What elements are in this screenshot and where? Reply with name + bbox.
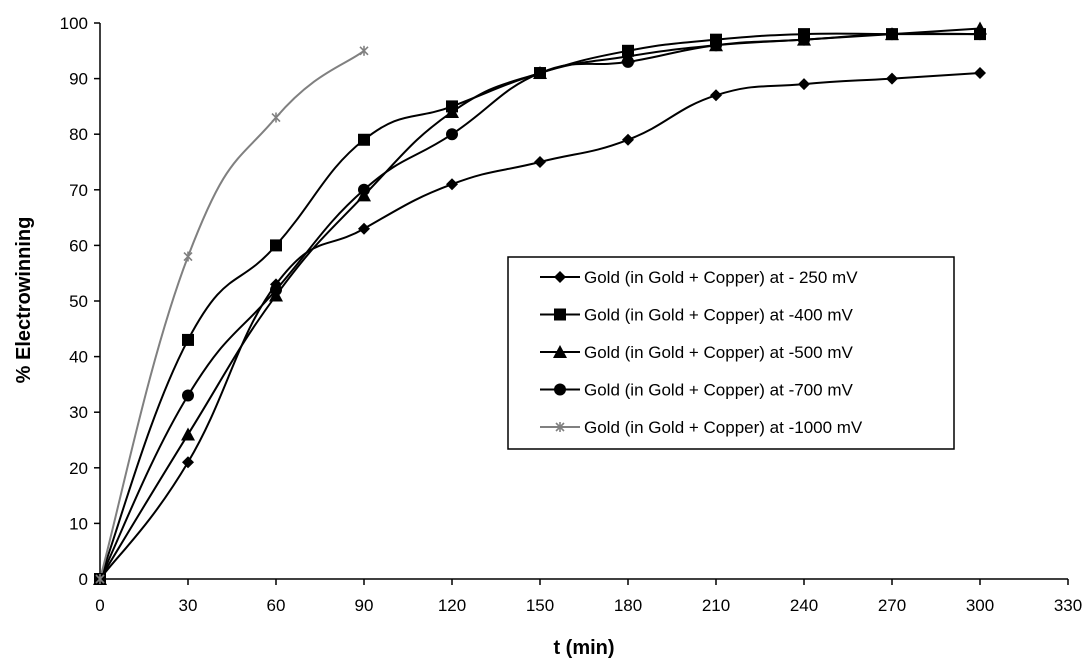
legend-marker-4 [554,383,566,396]
series-5-point [359,45,369,56]
series-1-point [886,72,898,85]
series-4-point [446,128,458,141]
series-3-point [181,427,195,441]
legend-label-5: Gold (in Gold + Copper) at -1000 mV [584,418,863,437]
x-tick-label: 270 [878,596,906,615]
series-4-point [534,67,546,80]
axes: 0 30 60 90 120 150 180 210 240 270 300 330 0 10 20 30 40… [60,14,1083,615]
y-tick-label: 50 [69,292,88,311]
series-line-1 [99,72,981,580]
x-tick-label: 300 [966,596,994,615]
series-1-point [710,89,722,102]
series-1-point [358,222,370,235]
series-5-point [183,251,193,262]
series-2-point [358,133,370,146]
legend-marker-3 [553,345,567,358]
series-1-point [446,178,458,191]
series-4-point [886,28,898,41]
legend-marker-5 [555,422,565,432]
series-line-5 [99,50,365,580]
legend-label-1: Gold (in Gold + Copper) at - 250 mV [584,268,858,287]
y-tick-label: 10 [69,514,88,533]
series-1-point [622,133,634,146]
x-tick-label: 30 [179,596,198,615]
series-4-point [710,39,722,52]
legend-label-2: Gold (in Gold + Copper) at -400 mV [584,306,853,325]
series-line-4 [99,32,981,580]
y-axis-title: % Electrowinning [13,217,35,384]
series-1-point [182,456,194,469]
x-tick-label: 150 [526,596,554,615]
series-4-point [182,389,194,402]
legend-marker-2 [554,308,566,321]
y-tick-label: 80 [69,125,88,144]
series-2-point [182,333,194,346]
x-tick-label: 330 [1054,596,1082,615]
series-3-point [445,104,459,118]
legend-marker-1 [554,271,566,283]
series-1-point [798,78,810,91]
y-tick-label: 60 [69,236,88,255]
series-1-point [534,156,546,168]
x-tick-label: 120 [438,596,466,615]
series-5-point [95,574,105,584]
y-tick-label: 30 [69,403,88,422]
x-tick-label: 210 [702,596,730,615]
x-tick-label: 90 [355,596,374,615]
y-tick-label: 70 [69,181,88,200]
x-tick-label: 60 [267,596,286,615]
series-4-point [974,28,986,41]
series-line-2 [99,32,980,580]
series-2-point [270,239,282,252]
series-4-point [798,33,810,46]
y-tick-label: 40 [69,348,88,367]
y-tick-label: 0 [79,570,88,589]
legend-label-3: Gold (in Gold + Copper) at -500 mV [584,343,853,362]
x-tick-label: 240 [790,596,818,615]
series-4-point [358,183,370,196]
plot-markers [93,21,987,585]
x-tick-label: 0 [95,596,104,615]
series-4-point [622,55,634,68]
x-tick-label: 180 [614,596,642,615]
plot-lines [99,27,981,580]
x-axis-title: t (min) [553,637,614,659]
legend-box [507,256,955,450]
legend-label-4: Gold (in Gold + Copper) at -700 mV [584,381,853,400]
series-5-point [271,112,281,123]
y-tick-label: 90 [69,70,88,89]
series-1-point [974,67,986,80]
y-tick-label: 20 [69,459,88,478]
y-tick-label: 100 [60,14,88,33]
series-4-point [270,283,282,296]
legend: Gold (in Gold + Copper) at - 250 mV Gold … [507,256,955,450]
